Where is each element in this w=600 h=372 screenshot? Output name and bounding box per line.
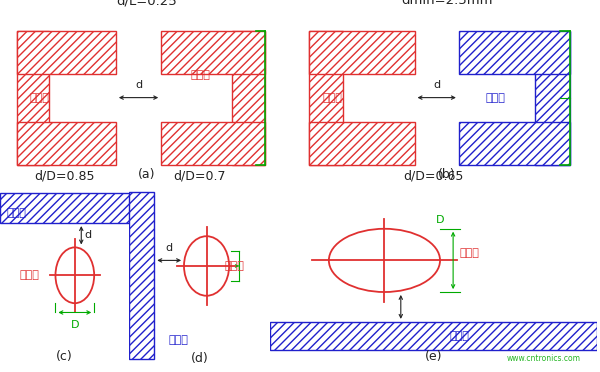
- Text: 热表面: 热表面: [460, 248, 479, 258]
- Text: (b): (b): [438, 168, 456, 181]
- Bar: [459, 122, 571, 164]
- Text: 冷表面: 冷表面: [450, 331, 470, 341]
- Text: d: d: [85, 230, 92, 240]
- Text: 热表面: 热表面: [19, 270, 39, 280]
- Title: d/D=0.65: d/D=0.65: [403, 169, 464, 182]
- Text: 热表面: 热表面: [30, 93, 50, 103]
- Text: D: D: [436, 215, 444, 225]
- Bar: [17, 122, 116, 164]
- Bar: [17, 31, 49, 164]
- Text: d: d: [135, 80, 142, 90]
- Text: 冷表面: 冷表面: [7, 208, 26, 218]
- Bar: [161, 31, 265, 74]
- Text: d: d: [433, 80, 440, 90]
- Text: D: D: [71, 320, 79, 330]
- Text: (c): (c): [56, 350, 73, 363]
- Title: d/D=0.7: d/D=0.7: [173, 169, 226, 182]
- Text: 热表面: 热表面: [225, 261, 245, 271]
- Bar: [309, 31, 343, 164]
- Bar: [0, 193, 129, 223]
- Text: 冷表面: 冷表面: [169, 336, 188, 345]
- Text: d: d: [166, 243, 173, 253]
- Bar: [535, 31, 571, 164]
- Text: www.cntronics.com: www.cntronics.com: [506, 354, 581, 363]
- Text: 冷表面: 冷表面: [485, 93, 505, 103]
- Bar: [459, 31, 571, 74]
- Bar: [309, 31, 415, 74]
- Bar: [232, 31, 265, 164]
- Title: dmin=2.5mm: dmin=2.5mm: [401, 0, 493, 7]
- Bar: [129, 192, 154, 359]
- Title: d/L=0.25: d/L=0.25: [116, 0, 178, 7]
- Bar: [161, 122, 265, 164]
- Bar: [309, 122, 415, 164]
- Text: (a): (a): [138, 168, 156, 181]
- Title: d/D=0.85: d/D=0.85: [34, 169, 95, 182]
- Bar: [270, 322, 597, 350]
- Text: (e): (e): [425, 350, 442, 363]
- Text: (d): (d): [191, 352, 208, 365]
- Text: 热表面: 热表面: [191, 70, 211, 80]
- Bar: [17, 31, 116, 74]
- Text: 热表面: 热表面: [322, 93, 342, 103]
